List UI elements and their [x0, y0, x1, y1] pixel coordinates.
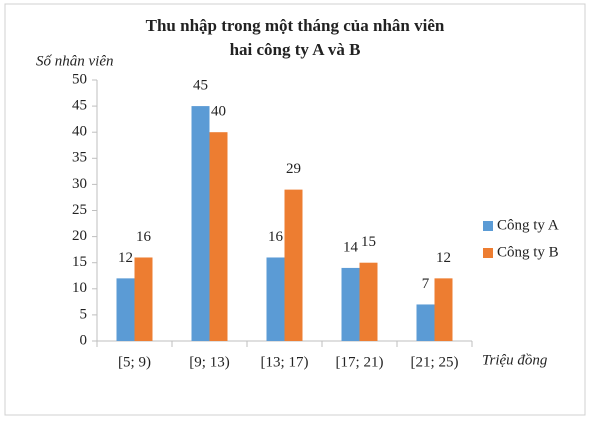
value-label: 16 — [136, 229, 152, 245]
bar — [134, 257, 153, 341]
y-tick-label: 30 — [72, 176, 87, 192]
y-axis-label: Số nhân viên — [36, 53, 113, 69]
bar — [341, 267, 360, 341]
legend-swatch — [483, 221, 493, 231]
bar — [359, 262, 378, 341]
value-label: 12 — [436, 250, 451, 266]
x-axis-label: Triệu đồng — [482, 352, 548, 368]
legend-swatch — [483, 248, 493, 258]
y-tick-label: 0 — [80, 332, 88, 348]
y-tick-label: 10 — [72, 280, 87, 296]
chart-title: Thu nhập trong một tháng của nhân viên — [146, 16, 445, 35]
y-tick-label: 35 — [72, 150, 87, 166]
bar — [434, 278, 453, 341]
bar — [266, 257, 285, 341]
x-tick-label: [17; 21) — [336, 354, 384, 370]
value-label: 45 — [193, 78, 208, 94]
x-tick-label: [13; 17) — [261, 354, 309, 370]
y-tick-label: 25 — [72, 202, 87, 218]
value-label: 14 — [343, 239, 359, 255]
value-label: 29 — [286, 161, 301, 177]
y-tick-label: 40 — [72, 124, 87, 140]
x-tick-label: [9; 13) — [189, 354, 229, 370]
value-label: 40 — [211, 104, 226, 120]
value-label: 16 — [268, 229, 284, 245]
chart-title: hai công ty A và B — [230, 40, 361, 59]
bar — [191, 106, 210, 341]
bar — [284, 189, 303, 341]
x-tick-label: [21; 25) — [411, 354, 459, 370]
bar — [209, 132, 228, 341]
legend-label: Công ty A — [497, 217, 559, 233]
bar — [116, 278, 135, 341]
y-tick-label: 50 — [72, 71, 87, 87]
y-tick-label: 5 — [80, 306, 88, 322]
bar — [416, 304, 435, 341]
legend-label: Công ty B — [497, 244, 559, 260]
y-tick-label: 15 — [72, 254, 87, 270]
x-tick-label: [5; 9) — [118, 354, 151, 370]
y-tick-label: 20 — [72, 228, 87, 244]
y-tick-label: 45 — [72, 98, 87, 114]
value-label: 12 — [118, 250, 133, 266]
value-label: 7 — [422, 276, 430, 292]
value-label: 15 — [361, 234, 376, 250]
